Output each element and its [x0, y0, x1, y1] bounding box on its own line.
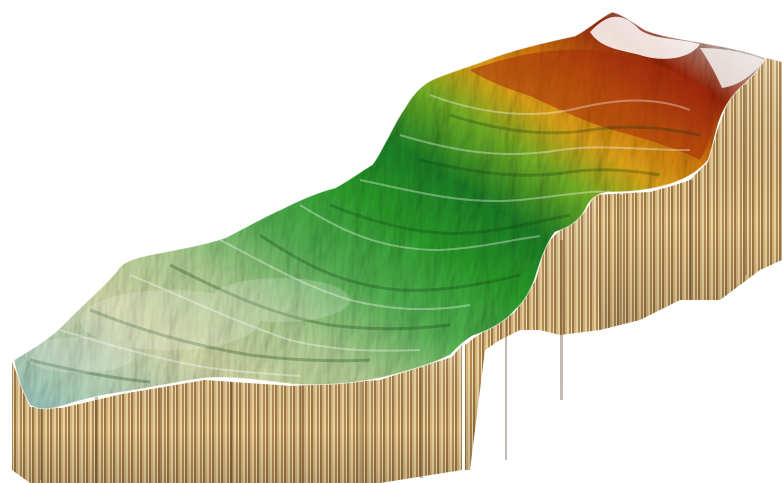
- ridge-lines: [59, 94, 691, 377]
- valley-channels: [29, 113, 701, 384]
- terrain-side-walls: [12, 58, 782, 483]
- summit-snow-caps: [590, 16, 765, 88]
- high-elevation-band: [470, 49, 715, 160]
- lowland-highlights: [25, 278, 350, 373]
